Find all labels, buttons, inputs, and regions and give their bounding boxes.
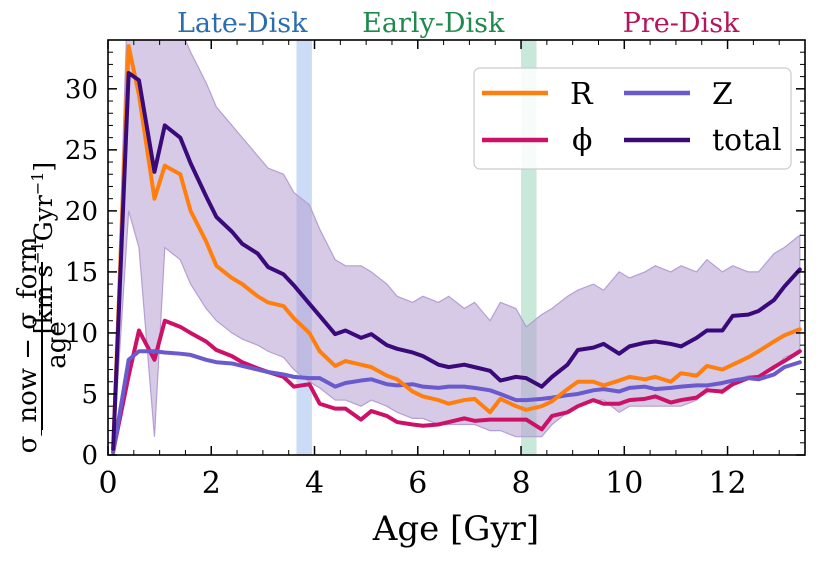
region-label-pre-disk: Pre-Disk: [623, 8, 740, 39]
legend: R ϕ Z total: [473, 67, 792, 170]
legend-box: [473, 67, 792, 170]
legend-label-total: total: [712, 123, 782, 158]
series-line-z: [111, 349, 802, 455]
x-axis-label: Age [Gyr]: [372, 509, 539, 549]
y-axis-fraction-numerator: σ_now − σ_form: [13, 237, 43, 454]
x-tick-label: 6: [408, 466, 427, 501]
region-labels: Late-Disk Early-Disk Pre-Disk: [177, 8, 740, 39]
region-label-early-disk: Early-Disk: [362, 8, 505, 39]
legend-label-phi: ϕ: [572, 123, 592, 158]
x-tick-label: 0: [98, 466, 117, 501]
x-tick-label: 4: [305, 466, 324, 501]
series-lines: [111, 44, 802, 455]
legend-label-z: Z: [712, 77, 733, 112]
y-axis-fraction-denominator: age: [42, 321, 72, 369]
x-tick-label: 12: [708, 466, 746, 501]
y-tick-label: 10: [65, 319, 98, 349]
y-tick-label: 25: [65, 136, 98, 166]
y-axis-label: [km s−1Gyr−1] σ_now − σ_form age: [13, 162, 72, 454]
x-tick-label: 8: [511, 466, 530, 501]
region-label-late-disk: Late-Disk: [177, 8, 308, 39]
y-axis-units: [km s−1Gyr−1]: [28, 162, 58, 334]
y-tick-label: 5: [81, 380, 98, 410]
y-tick-label: 15: [65, 258, 98, 288]
series-line-r: [111, 44, 802, 451]
series-line-phi: [111, 318, 802, 454]
y-tick-label: 20: [65, 197, 98, 227]
series-line-total: [111, 70, 802, 451]
legend-label-r: R: [570, 77, 594, 112]
x-tick-label: 10: [605, 466, 643, 501]
y-tick-label: 30: [65, 75, 98, 105]
x-tick-label: 2: [202, 466, 221, 501]
axis-ticks: 0 2 4 6 8 10 12 0 5 10 15 20 25 30: [65, 40, 805, 501]
y-tick-label: 0: [81, 441, 98, 471]
